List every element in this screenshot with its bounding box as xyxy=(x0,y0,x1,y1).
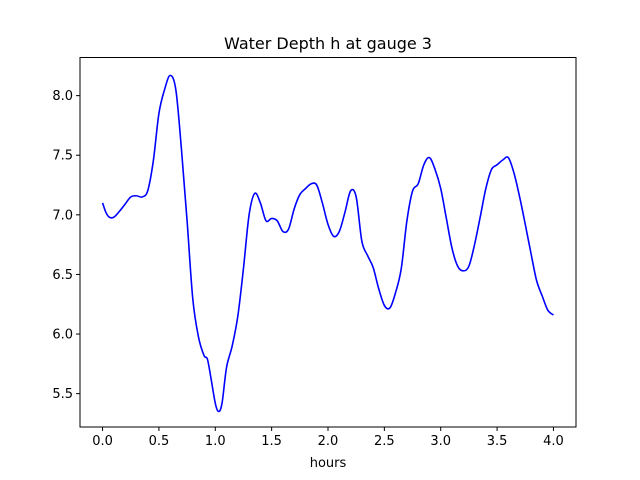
y-tick-label: 5.5 xyxy=(52,387,73,402)
x-tick-label: 0.0 xyxy=(92,434,113,449)
x-axis: 0.0 0.5 1.0 1.5 2.0 2.5 3.0 3.5 4.0 xyxy=(92,427,564,449)
x-tick-label: 4.0 xyxy=(543,434,564,449)
y-tick-label: 7.5 xyxy=(52,149,73,164)
x-tick-label: 0.5 xyxy=(149,434,170,449)
y-tick-label: 8.0 xyxy=(52,89,73,104)
series-line xyxy=(101,74,554,413)
x-tick-label: 3.5 xyxy=(487,434,508,449)
y-tick-label: 6.0 xyxy=(52,328,73,343)
plot-area xyxy=(101,74,554,413)
y-tick-label: 7.0 xyxy=(52,208,73,223)
x-tick-label: 1.0 xyxy=(205,434,226,449)
chart-title: Water Depth h at gauge 3 xyxy=(224,34,432,53)
x-tick-label: 2.0 xyxy=(318,434,339,449)
y-tick-label: 6.5 xyxy=(52,268,73,283)
x-axis-label: hours xyxy=(310,456,347,471)
x-tick-label: 2.5 xyxy=(374,434,395,449)
x-tick-label: 1.5 xyxy=(261,434,282,449)
x-tick-label: 3.0 xyxy=(430,434,451,449)
y-axis: 5.5 6.0 6.5 7.0 7.5 8.0 xyxy=(52,89,80,402)
plot-frame xyxy=(79,57,577,428)
